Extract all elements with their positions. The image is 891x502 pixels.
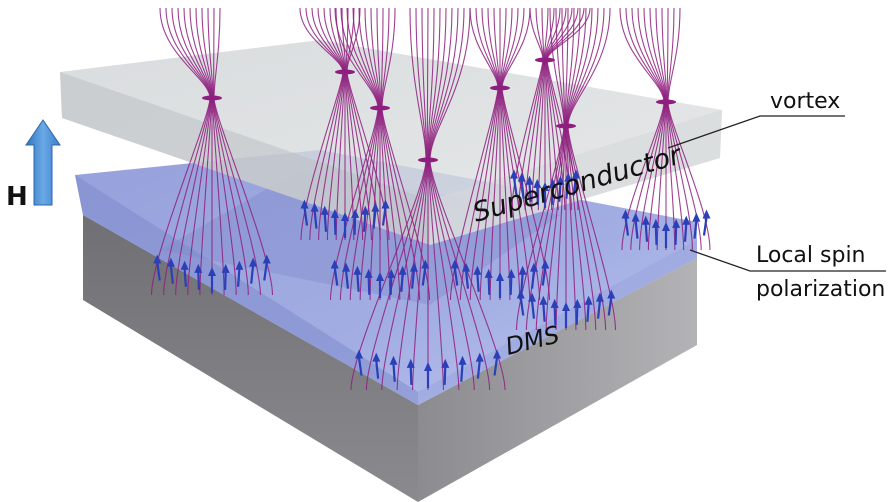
vortex-bundle: [299, 7, 390, 241]
substrate-block: [83, 215, 697, 502]
vortex-label: vortex: [770, 89, 840, 114]
spin-arrows: [153, 169, 711, 388]
spin-callout-line: [689, 249, 886, 272]
vortex-bundle: [619, 7, 711, 251]
spin-arrow-cluster: [153, 254, 271, 293]
spin-label-line2: polarization: [756, 277, 885, 302]
vortex-bundle: [449, 7, 551, 301]
spin-arrow-cluster: [355, 349, 501, 388]
spin-arrow-cluster: [300, 199, 390, 238]
magnetic-field-arrow-icon: [25, 119, 61, 206]
spin-arrow-cluster: [516, 289, 616, 328]
vortex-bundle: [511, 7, 591, 211]
vortex-field-lines: [150, 7, 711, 391]
spin-arrow-cluster: [510, 169, 580, 208]
vortex-callout-line: [667, 115, 845, 149]
spin-arrow-cluster: [621, 209, 711, 248]
field-label: H: [6, 182, 28, 212]
vortex-bundle: [150, 7, 274, 296]
spin-arrow-cluster: [330, 259, 430, 298]
vortex-bundle: [350, 7, 506, 391]
spin-label-line1: Local spin: [756, 243, 866, 268]
spin-arrow-cluster: [450, 259, 550, 298]
